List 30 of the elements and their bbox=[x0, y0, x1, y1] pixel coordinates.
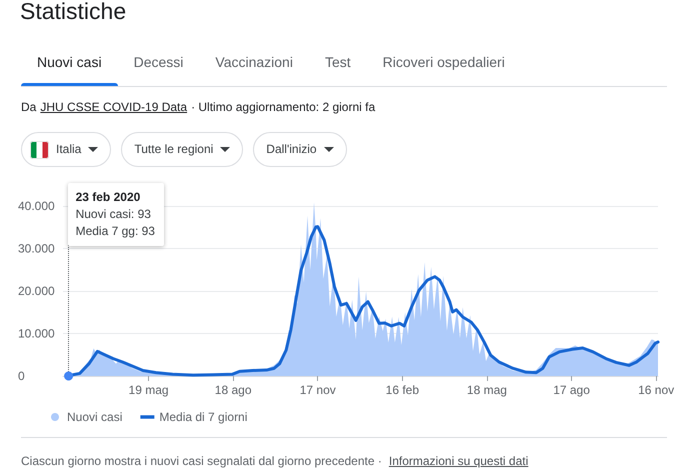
dropdown-button: Tutte le regioni bbox=[121, 132, 244, 167]
text: Test bbox=[324, 53, 351, 71]
text: Da bbox=[21, 100, 36, 115]
text: · Ultimo aggiornamento: 2 giorni fa bbox=[191, 100, 376, 115]
x-tick-label: 16 nov bbox=[638, 383, 674, 397]
dropdown-button: Italia bbox=[21, 132, 112, 167]
chart-title: Statistiche bbox=[20, 0, 126, 24]
text: Vaccinazioni bbox=[215, 53, 293, 71]
annotation: 23 feb 2020 Nuovi casi: 93 Media 7 gg: 93 bbox=[76, 189, 155, 240]
y-tick-label: 30.000 bbox=[18, 242, 56, 256]
legend-label: Nuovi casi bbox=[67, 410, 122, 424]
text: Ciascun giorno mostra i nuovi casi segnalati dal giorno precedente · bbox=[21, 454, 382, 469]
x-tick-label: 16 feb bbox=[386, 383, 420, 397]
text: JHU CSSE COVID-19 Data bbox=[40, 100, 188, 115]
y-tick-label: 0 bbox=[18, 369, 25, 383]
y-tick-label: 10.000 bbox=[18, 326, 56, 341]
tooltip: 23 feb 2020 Nuovi casi: 93 Media 7 gg: 93 bbox=[68, 183, 164, 246]
x-tick-label: 17 ago bbox=[553, 383, 590, 397]
y-tick-label: 20.000 bbox=[18, 284, 56, 298]
text: Informazioni su questi dati bbox=[388, 454, 528, 469]
x-tick-label: 18 mag bbox=[466, 383, 507, 397]
x-tick-label: 17 nov bbox=[300, 383, 336, 397]
text: Decessi bbox=[134, 53, 184, 71]
text: Nuovi casi bbox=[37, 53, 102, 71]
x-tick-label: 18 ago bbox=[214, 383, 252, 397]
legend-label: Media di 7 giorni bbox=[159, 410, 248, 424]
text: Ricoveri ospedalieri bbox=[382, 53, 505, 71]
dropdown-button: Dall'inizio bbox=[253, 132, 347, 167]
x-tick-label: 19 mag bbox=[128, 383, 169, 397]
y-tick-label: 40.000 bbox=[18, 199, 56, 214]
